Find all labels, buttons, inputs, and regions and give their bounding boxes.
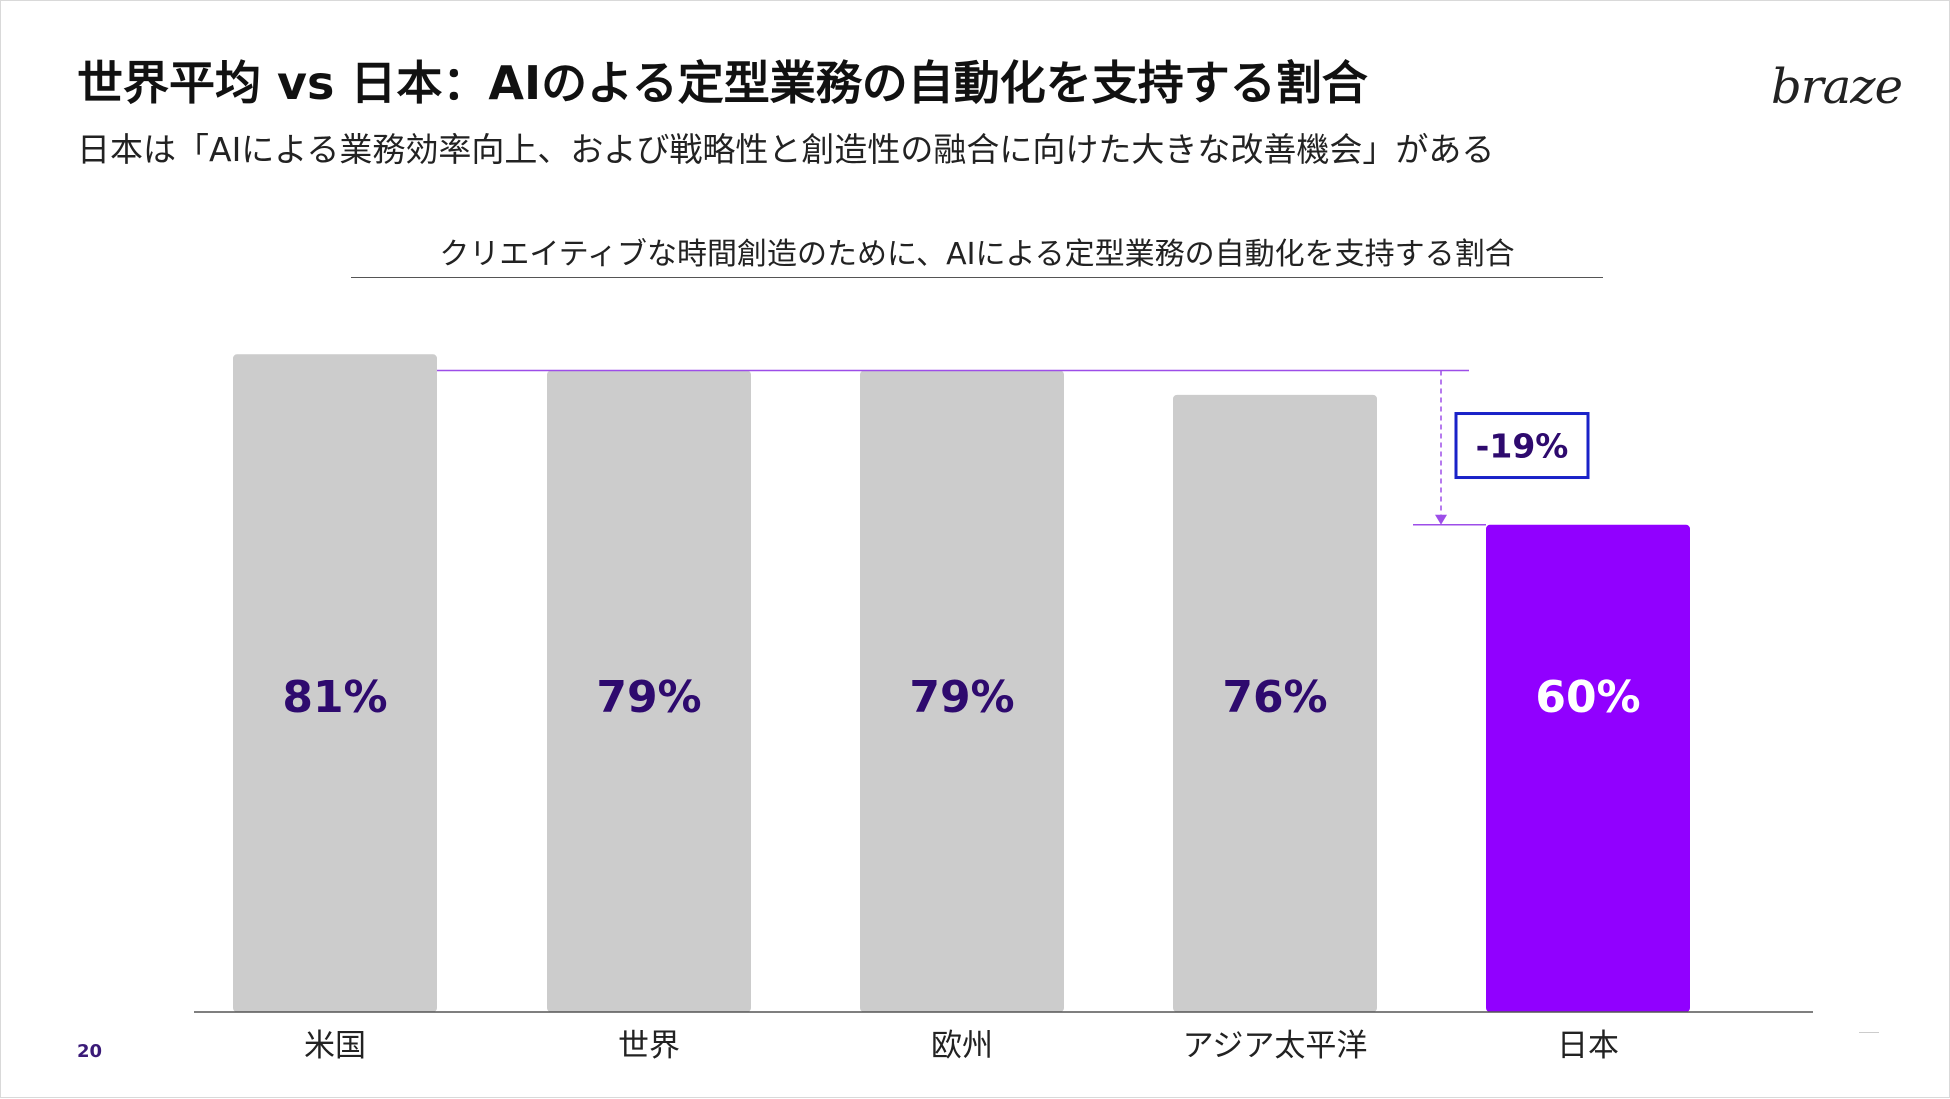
slide-subtitle: 日本は「AIによる業務効率向上、および戦略性と創造性の融合に向けた大きな改善機会…: [77, 130, 1495, 169]
category-label-4: アジア太平洋: [1183, 1028, 1368, 1064]
corner-mark: [1859, 1032, 1879, 1033]
bar-2: [547, 370, 751, 1012]
data-label-1: 81%: [282, 672, 387, 723]
slide-title: 世界平均 vs 日本：AIのよる定型業務の自動化を支持する割合: [77, 56, 1368, 110]
bar-1: [233, 354, 437, 1012]
data-label-3: 79%: [909, 672, 1014, 723]
bar-4: [1173, 394, 1377, 1012]
difference-label: -19%: [1476, 427, 1569, 466]
category-label-5: 日本: [1557, 1028, 1619, 1064]
page-number: 20: [77, 1041, 103, 1062]
data-label-5: 60%: [1535, 672, 1640, 723]
difference-box: [1454, 412, 1590, 480]
chart-title-rule: [351, 277, 1603, 278]
category-label-2: 世界: [618, 1028, 680, 1064]
difference-arrow-head: [1435, 514, 1447, 525]
category-label-1: 米国: [304, 1028, 366, 1064]
chart-title: クリエイティブな時間創造のために、AIによる定型業務の自動化を支持する割合: [439, 237, 1515, 272]
data-label-2: 79%: [596, 672, 701, 723]
data-label-4: 76%: [1222, 672, 1327, 723]
bar-3: [860, 370, 1064, 1012]
braze-logo: braze: [1771, 59, 1903, 115]
category-label-3: 欧州: [931, 1028, 993, 1064]
bar-5: [1486, 524, 1690, 1012]
